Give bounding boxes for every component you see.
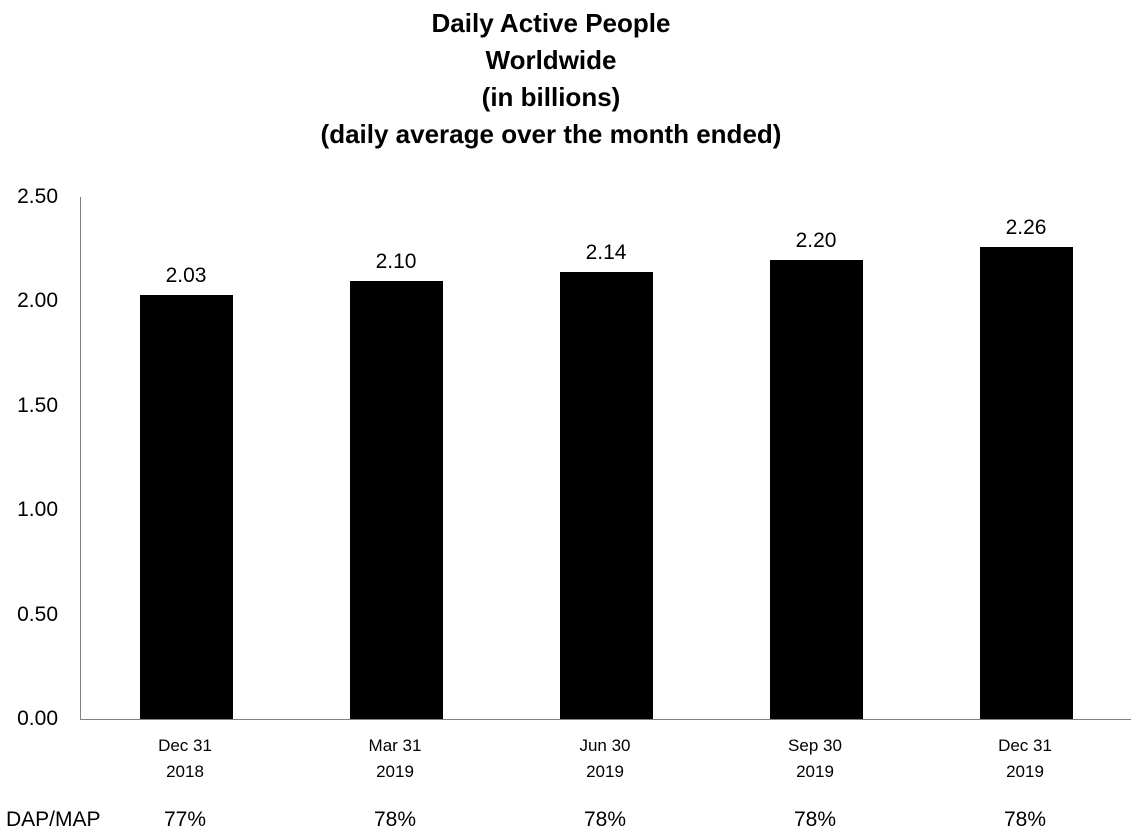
chart-title: Daily Active People Worldwide (in billions… bbox=[0, 5, 1102, 153]
dap-map-value: 78% bbox=[373, 808, 417, 831]
dap-map-value: 78% bbox=[1003, 808, 1047, 831]
x-axis-category-label: Mar 31 2019 bbox=[290, 733, 500, 785]
bar-value-label: 2.10 bbox=[375, 249, 417, 273]
chart-title-line: Daily Active People bbox=[431, 8, 671, 38]
x-axis-category-label: Sep 30 2019 bbox=[710, 733, 920, 785]
y-axis-tick-label: 0.50 bbox=[17, 602, 58, 626]
x-axis-category-line: 2018 bbox=[166, 762, 204, 781]
x-axis-category-line: 2019 bbox=[796, 762, 834, 781]
dap-map-value: 77% bbox=[163, 808, 207, 831]
bar-value-label: 2.14 bbox=[585, 241, 627, 265]
y-axis-tick-label: 2.50 bbox=[17, 185, 58, 208]
y-axis-tick-label: 1.50 bbox=[17, 393, 58, 417]
dap-map-value: 78% bbox=[793, 808, 837, 831]
x-axis-category-line: 2019 bbox=[376, 762, 414, 781]
chart-title-line: (in billions) bbox=[481, 82, 621, 112]
bar bbox=[559, 272, 653, 719]
y-axis-tick-label: 2.00 bbox=[17, 289, 58, 313]
x-axis-category-label: Dec 31 2019 bbox=[920, 733, 1130, 785]
x-axis-category-line: Dec 31 bbox=[158, 736, 212, 755]
chart-title-line: Worldwide bbox=[485, 45, 617, 75]
x-axis-category-label: Dec 31 2018 bbox=[80, 733, 290, 785]
x-axis-category-label: Jun 30 2019 bbox=[500, 733, 710, 785]
bar bbox=[349, 280, 443, 719]
bar bbox=[979, 247, 1073, 719]
bar bbox=[139, 295, 233, 719]
x-axis-category-line: Jun 30 bbox=[579, 736, 631, 755]
x-axis-category-line: 2019 bbox=[586, 762, 624, 781]
dap-map-row-label: DAP/MAP bbox=[6, 808, 101, 831]
y-axis-tick-label: 0.00 bbox=[17, 707, 58, 730]
chart-title-line: (daily average over the month ended) bbox=[320, 119, 782, 149]
dap-map-value: 78% bbox=[583, 808, 627, 831]
x-axis-category-line: Sep 30 bbox=[788, 736, 842, 755]
bar-value-label: 2.26 bbox=[1005, 216, 1047, 240]
x-axis-category-line: Mar 31 bbox=[368, 736, 422, 755]
x-axis-category-line: 2019 bbox=[1006, 762, 1044, 781]
plot-area: 2.03 2.10 2.14 2.20 2.26 bbox=[80, 197, 1131, 720]
bar-value-label: 2.03 bbox=[165, 264, 207, 288]
x-axis-category-line: Dec 31 bbox=[998, 736, 1052, 755]
bar bbox=[769, 259, 863, 719]
y-axis-tick-label: 1.00 bbox=[17, 498, 58, 522]
bar-value-label: 2.20 bbox=[795, 228, 837, 252]
